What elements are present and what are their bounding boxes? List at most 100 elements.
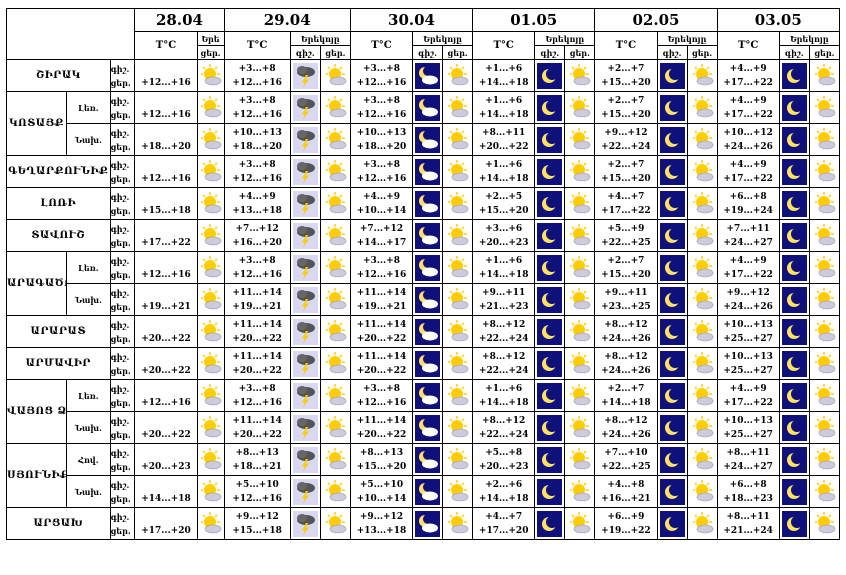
weather-icon-cell (289, 475, 321, 508)
temp-cell: +8...+12 +22...+24 (472, 347, 536, 380)
night-label: գիշ. (110, 383, 130, 394)
temp-night: +4...+9 (729, 95, 767, 106)
temp-cell: +8...+11 +20...+22 (472, 123, 536, 156)
weather-icon-cell (534, 315, 566, 348)
temp-cell: +9...+12 +15...+18 (223, 507, 291, 540)
thunderstorm-icon (292, 222, 318, 249)
day-label: ցեր. (110, 493, 131, 504)
temp-day: +17...+20 (478, 525, 529, 536)
temp-day: +12...+16 (141, 77, 191, 88)
region-row: ԱՐԱՐԱՏ գիշ. ցեր. +20...+22 +11...+14 +20...+… (6, 315, 841, 348)
temp-cell: +2...+6 +14...+18 (472, 475, 536, 508)
period-labels: գիշ. ցեր. (109, 283, 136, 316)
temp-cell: +3...+8 +12...+16 (223, 59, 291, 92)
weather-icon-cell (686, 219, 718, 252)
weather-icon-cell (656, 443, 688, 476)
sun-cloud-icon (689, 254, 715, 281)
day-label: ցեր. (110, 461, 131, 472)
sun-cloud-icon (689, 126, 715, 153)
temp-cell: +4...+9 +10...+14 (349, 187, 414, 220)
zone-label: Նախ. (66, 475, 111, 508)
moon-icon (659, 254, 685, 281)
period-labels: գիշ. ցեր. (109, 315, 136, 348)
sun-cloud-icon (198, 222, 224, 249)
temp-cell: +5...+10 +10...+14 (349, 475, 414, 508)
moon-icon (537, 350, 563, 377)
region-row: ՏԱՎՈՒՇ գիշ. ցեր. +17...+22 +7...+12 +16...+2… (6, 219, 841, 252)
sun-cloud-icon (567, 286, 593, 313)
night-label: գիշ. (110, 127, 130, 138)
weather-icon-cell (534, 379, 566, 412)
region-row: Նախ. գիշ. ցեր. +19...+21 +11...+14 +19...+21… (7, 283, 841, 316)
moon-cloud-icon (415, 190, 441, 217)
thunderstorm-icon (292, 446, 318, 473)
zone-label: Նախ. (66, 411, 111, 444)
period-labels: գիշ. ցեր. (109, 379, 136, 412)
weather-icon-cell (778, 443, 810, 476)
temp-night: +10...+13 (232, 127, 282, 138)
weather-icon-cell (564, 155, 596, 188)
weather-icon-cell (289, 315, 321, 348)
temp-day: +24...+26 (723, 141, 773, 152)
dates-row: 28.04 29.04 30.04 01.05 02.05 03.05 (5, 8, 841, 60)
weather-icon-cell (656, 347, 688, 380)
moon-icon (781, 62, 807, 89)
region-row: ԱՐՑԱԽ գիշ. ցեր. +17...+20 +9...+12 +15...+18… (6, 507, 841, 540)
temp-night (136, 382, 196, 396)
moon-icon (781, 254, 807, 281)
sun-cloud-icon (689, 158, 715, 185)
region-row: Նախ. գիշ. ցեր. +20...+22 +11...+14 +20...+22… (7, 411, 841, 444)
temp-night: +3...+8 (362, 255, 400, 266)
region-name: ԿՈՏԱՅՔ (5, 91, 68, 156)
weather-icon-cell (534, 283, 566, 316)
temp-night: +9...+12 (726, 287, 770, 298)
temp-day: +15...+20 (478, 205, 529, 216)
thunderstorm-icon (292, 254, 318, 281)
region-name: ԼՈՌԻ (6, 187, 111, 220)
weather-icon-cell (196, 347, 225, 380)
moon-cloud-icon (415, 286, 441, 313)
temp-cell: +11...+14 +20...+22 (349, 315, 414, 348)
weather-icon-cell (442, 475, 474, 508)
weather-icon-cell (412, 347, 444, 380)
temp-cell: +20...+23 (134, 443, 198, 476)
temp-day: +20...+22 (141, 429, 191, 440)
temp-cell: +5...+8 +20...+23 (472, 443, 536, 476)
temp-night: +3...+8 (362, 159, 400, 170)
moon-icon (537, 446, 563, 473)
weather-icon-cell (412, 123, 444, 156)
weather-icon-cell (412, 59, 444, 92)
moon-icon (537, 286, 563, 313)
weather-icon-cell (442, 155, 474, 188)
period-labels: գիշ. ցեր. (109, 123, 136, 156)
temp-night: +3...+8 (238, 383, 276, 394)
temp-night: +11...+14 (232, 351, 282, 362)
weather-icon-cell (778, 411, 810, 444)
day-label: ցեր. (110, 173, 131, 184)
temp-cell: +3...+8 +12...+16 (349, 379, 414, 412)
temp-night: +3...+8 (238, 63, 276, 74)
thunderstorm-icon (292, 286, 318, 313)
temp-night (136, 478, 196, 492)
temp-cell: +1...+6 +14...+18 (472, 59, 536, 92)
temp-day: +14...+18 (478, 269, 529, 280)
moon-icon (659, 510, 685, 537)
weather-icon-cell (808, 187, 841, 220)
weather-icon-cell (656, 283, 688, 316)
sun-cloud-icon (689, 190, 715, 217)
moon-icon (659, 158, 685, 185)
weather-icon-cell (686, 411, 718, 444)
temp-night (136, 510, 196, 524)
weather-icon-cell (534, 507, 566, 540)
temp-cell: +4...+9 +13...+18 (223, 187, 291, 220)
weather-icon-cell (442, 59, 474, 92)
region-name: ԱՐՄԱՎԻՐ (6, 347, 111, 380)
night-label: գիշ. (110, 63, 130, 74)
temp-day: +25...+27 (723, 429, 773, 440)
weather-icon-cell (534, 475, 566, 508)
sun-cloud-icon (811, 62, 837, 89)
temp-night: +4...+9 (729, 255, 767, 266)
date-header: 03.05 (716, 8, 841, 32)
weather-icon-cell (808, 251, 841, 284)
sun-cloud-icon (322, 446, 348, 473)
